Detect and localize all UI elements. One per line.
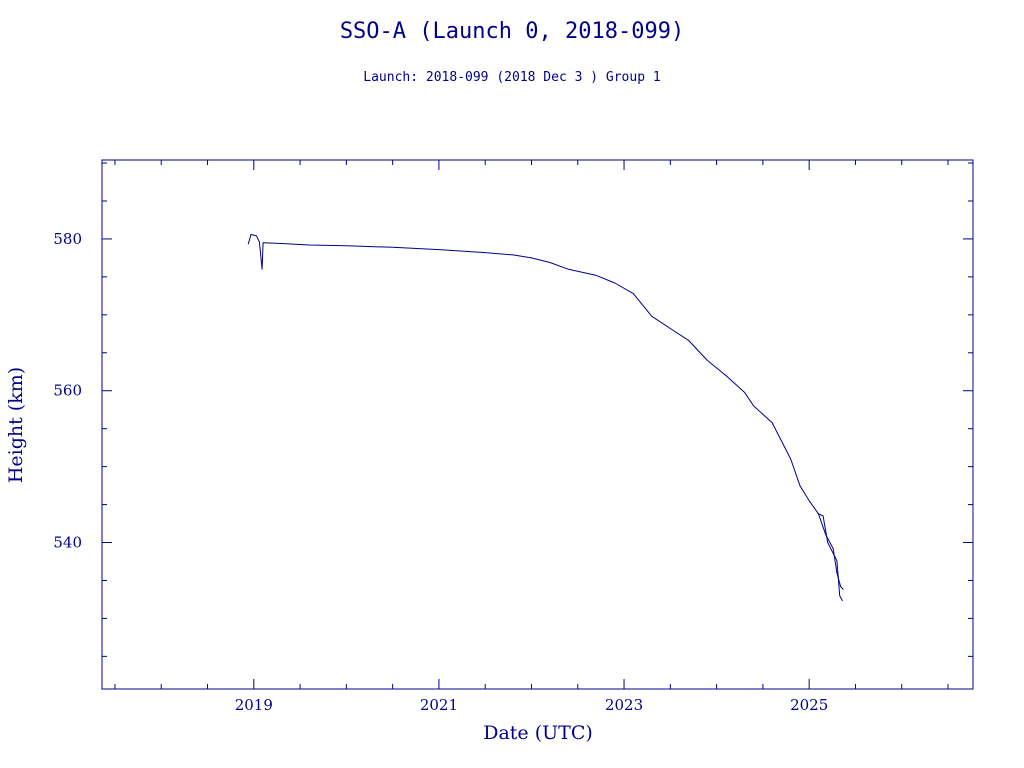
y-tick-label: 540 xyxy=(53,534,82,552)
y-tick-label: 580 xyxy=(53,230,82,248)
y-tick-label: 560 xyxy=(53,382,82,400)
x-tick-label: 2023 xyxy=(605,696,643,714)
chart-subtitle: Launch: 2018-099 (2018 Dec 3 ) Group 1 xyxy=(363,70,660,85)
series-group xyxy=(247,233,844,602)
axis-ticks xyxy=(102,160,973,689)
series-line-2 xyxy=(817,513,844,590)
chart-title: SSO-A (Launch 0, 2018-099) xyxy=(340,19,684,44)
axis-tick-labels: 2019 2021 2023 2025 540 560 580 xyxy=(53,230,828,714)
y-axis-label: Height (km) xyxy=(5,367,27,483)
series-line-1 xyxy=(247,233,843,602)
plot-frame xyxy=(101,159,974,690)
x-tick-label: 2025 xyxy=(790,696,828,714)
x-tick-label: 2019 xyxy=(235,696,273,714)
x-tick-label: 2021 xyxy=(420,696,458,714)
x-axis-label: Date (UTC) xyxy=(483,722,593,744)
